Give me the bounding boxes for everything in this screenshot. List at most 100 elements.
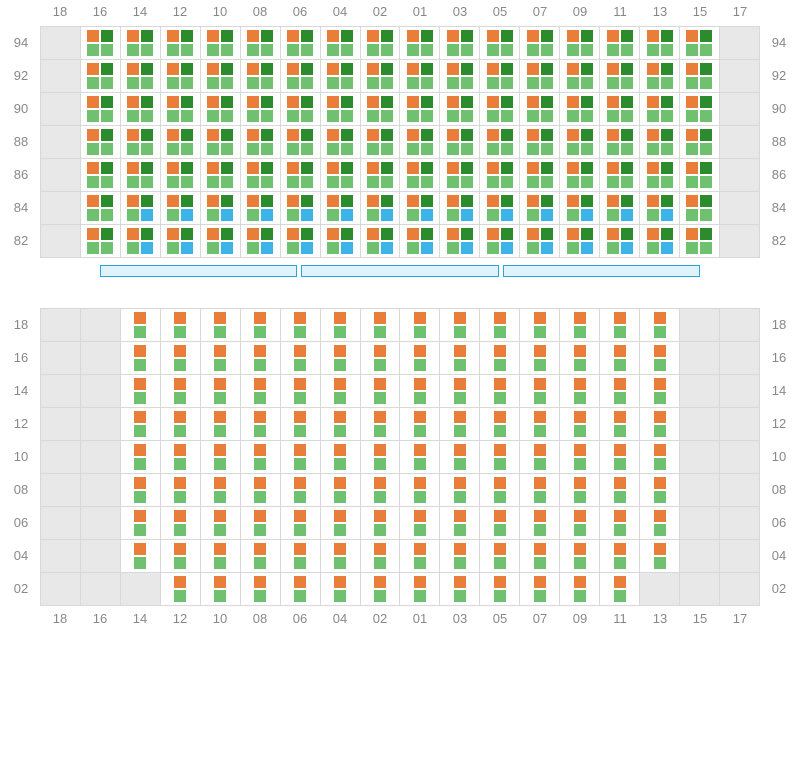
seat-square	[334, 392, 346, 404]
seat	[654, 312, 666, 338]
seating-row	[41, 309, 760, 342]
seat-square	[647, 228, 659, 240]
seat-cell	[201, 126, 241, 159]
seat	[207, 162, 233, 188]
seat-square	[301, 176, 313, 188]
seat-square	[447, 30, 459, 42]
seat	[567, 30, 593, 56]
seat-square	[647, 195, 659, 207]
seat	[534, 510, 546, 536]
seat-square	[134, 458, 146, 470]
seat	[207, 96, 233, 122]
seat	[494, 312, 506, 338]
seat-square	[407, 30, 419, 42]
seat-square	[134, 524, 146, 536]
seat-cell	[640, 225, 680, 258]
seat-square	[207, 77, 219, 89]
seat-square	[214, 444, 226, 456]
seat	[127, 195, 153, 221]
seat-cell	[81, 126, 121, 159]
seat-cell	[400, 441, 440, 474]
seat-square	[527, 176, 539, 188]
seat-cell	[161, 540, 201, 573]
seat-square	[374, 425, 386, 437]
seat-square	[214, 543, 226, 555]
seat-square	[247, 44, 259, 56]
row-label: 90	[762, 101, 796, 116]
row-label: 92	[762, 68, 796, 83]
seat-square	[327, 63, 339, 75]
seat-square	[174, 444, 186, 456]
seat	[607, 228, 633, 254]
seat-cell	[480, 192, 520, 225]
seat-square	[494, 458, 506, 470]
seat	[327, 228, 353, 254]
seat-cell	[121, 507, 161, 540]
seat-cell	[640, 441, 680, 474]
col-label: 03	[440, 4, 480, 19]
seat-square	[414, 392, 426, 404]
seat-square	[247, 129, 259, 141]
col-label: 15	[680, 611, 720, 626]
seat	[454, 378, 466, 404]
seat	[574, 510, 586, 536]
seat-square	[494, 392, 506, 404]
seat	[407, 228, 433, 254]
col-label: 11	[600, 4, 640, 19]
seat-cell	[361, 309, 401, 342]
seat-cell	[680, 573, 720, 606]
seat-square	[181, 143, 193, 155]
seat-square	[421, 195, 433, 207]
seat-square	[327, 195, 339, 207]
separator-bar	[503, 265, 700, 277]
seat	[534, 378, 546, 404]
seat-square	[421, 176, 433, 188]
seat	[407, 30, 433, 56]
seat-square	[414, 312, 426, 324]
seat-cell	[480, 474, 520, 507]
seat-square	[341, 30, 353, 42]
seat-square	[167, 195, 179, 207]
seat	[407, 195, 433, 221]
seat	[574, 444, 586, 470]
seat-cell	[41, 441, 81, 474]
seat-square	[214, 491, 226, 503]
seat-cell	[201, 441, 241, 474]
seat-cell	[201, 225, 241, 258]
seat-square	[261, 195, 273, 207]
column-labels: 181614121008060402010305070911131517	[0, 4, 800, 24]
seat-square	[414, 425, 426, 437]
seat	[87, 162, 113, 188]
seat-square	[414, 510, 426, 522]
seat-cell	[600, 93, 640, 126]
seat	[614, 510, 626, 536]
seat-square	[454, 576, 466, 588]
seat-cell	[121, 27, 161, 60]
seat	[174, 312, 186, 338]
seat	[134, 477, 146, 503]
seat-square	[294, 543, 306, 555]
seat-square	[574, 576, 586, 588]
seat-square	[567, 143, 579, 155]
seat-cell	[600, 27, 640, 60]
row-labels-left: 181614121008060402	[4, 308, 38, 605]
seat-cell	[201, 507, 241, 540]
seat-cell	[361, 342, 401, 375]
seat-square	[381, 110, 393, 122]
seat-square	[254, 345, 266, 357]
seat-square	[700, 77, 712, 89]
seat-square	[574, 411, 586, 423]
seat-cell	[241, 474, 281, 507]
seat-cell	[480, 540, 520, 573]
seat-cell	[560, 159, 600, 192]
seat-square	[487, 63, 499, 75]
seat-cell	[281, 375, 321, 408]
seat-cell	[640, 309, 680, 342]
seat-square	[541, 30, 553, 42]
seat-square	[374, 345, 386, 357]
seat-square	[461, 228, 473, 240]
seat	[327, 195, 353, 221]
seat-cell	[281, 60, 321, 93]
separator-bar	[301, 265, 498, 277]
seat-square	[407, 63, 419, 75]
